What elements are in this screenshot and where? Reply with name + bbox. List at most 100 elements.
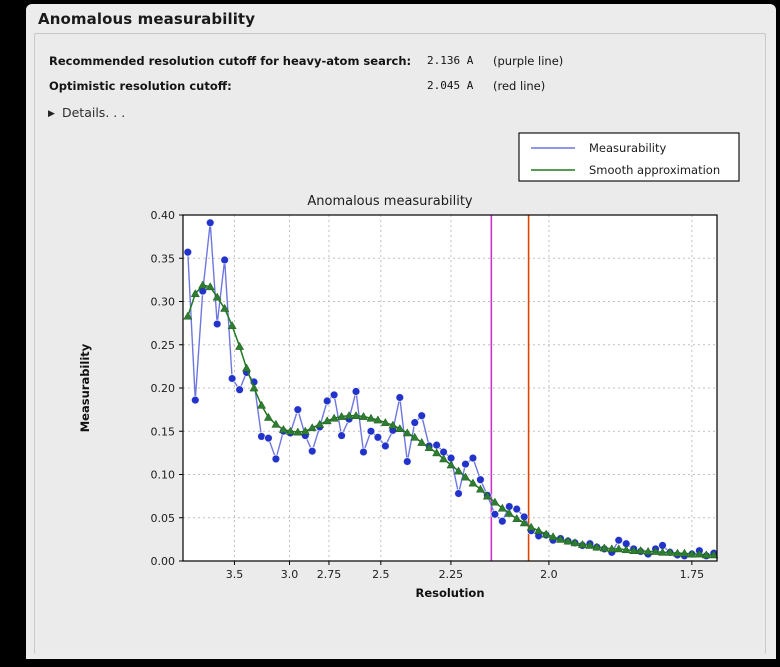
- x-tick-label: 3.0: [281, 568, 299, 581]
- data-point: [621, 545, 631, 554]
- data-point: [585, 540, 595, 549]
- x-tick-label: 3.5: [226, 568, 244, 581]
- data-point: [293, 427, 303, 436]
- data-point: [242, 363, 252, 372]
- data-point: [679, 548, 689, 557]
- data-point: [359, 447, 368, 457]
- details-toggle-label: Details. . .: [61, 105, 126, 120]
- x-tick-label: 1.75: [680, 568, 705, 581]
- data-point: [599, 543, 609, 552]
- data-point: [570, 538, 580, 547]
- data-point: [212, 292, 222, 301]
- triangle-right-icon: ▶: [48, 109, 55, 119]
- data-point: [607, 544, 617, 553]
- data-point: [410, 418, 420, 427]
- x-tick-label: 2.75: [317, 568, 342, 581]
- x-tick-label: 2.25: [439, 568, 464, 581]
- data-point: [519, 518, 529, 527]
- x-axis-title: Resolution: [415, 586, 484, 600]
- data-point: [198, 280, 208, 289]
- legend-label-0: Measurability: [589, 141, 666, 155]
- data-point: [417, 437, 427, 446]
- panel-body: Recommended resolution cutoff for heavy-…: [34, 33, 766, 654]
- data-point: [212, 319, 222, 329]
- anomalous-measurability-plot: 0.00 0.05 0.10 0.15 0.20 0.25 0.30 0.35 0.40 3.5 3…: [55, 129, 747, 641]
- data-point: [293, 405, 303, 414]
- data-point: [227, 321, 237, 330]
- y-tick-label: 0.35: [151, 252, 176, 265]
- data-point: [424, 443, 434, 452]
- chart-canvas: 0.00 0.05 0.10 0.15 0.20 0.25 0.30 0.35 0.40 3.5 3…: [55, 129, 747, 641]
- chart-legend: Measurability Smooth approximation: [518, 132, 740, 182]
- data-point: [183, 311, 193, 320]
- data-point: [563, 536, 573, 545]
- data-point: [541, 529, 551, 538]
- recommended-cutoff-label: Recommended resolution cutoff for heavy-…: [49, 54, 412, 68]
- optimistic-cutoff-label: Optimistic resolution cutoff:: [49, 79, 232, 93]
- data-point: [534, 526, 544, 535]
- data-point: [205, 218, 215, 228]
- data-point: [388, 420, 398, 429]
- data-point: [315, 419, 325, 428]
- data-point: [636, 546, 646, 554]
- legend-label-1: Smooth approximation: [589, 163, 720, 177]
- data-point: [249, 383, 259, 392]
- data-point: [329, 390, 339, 400]
- data-point: [475, 484, 485, 493]
- data-point: [410, 432, 420, 441]
- data-point: [512, 514, 522, 522]
- data-point: [482, 491, 492, 500]
- data-point: [285, 426, 295, 435]
- panel-title: Anomalous measurability: [38, 10, 256, 28]
- data-point: [614, 544, 624, 553]
- data-point: [322, 416, 332, 425]
- recommended-cutoff-note: (purple line): [493, 54, 564, 68]
- data-point: [329, 413, 339, 422]
- data-point: [701, 550, 711, 559]
- data-point: [490, 497, 500, 506]
- data-point: [191, 395, 200, 405]
- data-point: [271, 419, 281, 428]
- data-point: [183, 247, 193, 257]
- data-point: [476, 475, 485, 484]
- y-tick-label: 0.00: [151, 555, 176, 568]
- data-point: [380, 417, 390, 426]
- data-point: [235, 341, 245, 350]
- data-point: [351, 411, 361, 420]
- data-point: [256, 400, 267, 409]
- recommended-cutoff-value: 2.136 A: [427, 54, 474, 67]
- data-point: [322, 396, 332, 406]
- data-point: [497, 503, 507, 512]
- data-point: [381, 441, 390, 451]
- data-point: [512, 504, 522, 514]
- y-tick-label: 0.40: [151, 209, 176, 222]
- data-point: [672, 548, 683, 557]
- x-tick-label: 2.0: [540, 568, 558, 581]
- data-point: [629, 546, 639, 554]
- y-tick-label: 0.30: [151, 296, 176, 309]
- data-point: [235, 385, 244, 394]
- data-point: [366, 413, 376, 422]
- data-point: [694, 549, 704, 558]
- data-point: [665, 547, 675, 556]
- data-point: [432, 448, 442, 457]
- data-point: [307, 446, 317, 456]
- data-point: [461, 459, 470, 469]
- data-point: [264, 433, 273, 443]
- data-point: [395, 424, 405, 432]
- y-tick-label: 0.20: [151, 382, 176, 395]
- data-point: [454, 489, 463, 498]
- y-axis-title: Measurability: [78, 343, 92, 432]
- details-disclosure-toggle[interactable]: ▶ Details. . .: [48, 105, 125, 120]
- y-tick-label: 0.05: [151, 512, 176, 525]
- data-point: [358, 411, 369, 420]
- data-point: [227, 374, 237, 383]
- data-point: [373, 415, 383, 424]
- chart-title: Anomalous measurability: [307, 194, 473, 209]
- data-point: [307, 423, 317, 432]
- data-point: [504, 508, 514, 517]
- data-point: [351, 387, 361, 396]
- data-point: [300, 426, 310, 435]
- data-point: [687, 549, 697, 558]
- data-point: [446, 460, 456, 469]
